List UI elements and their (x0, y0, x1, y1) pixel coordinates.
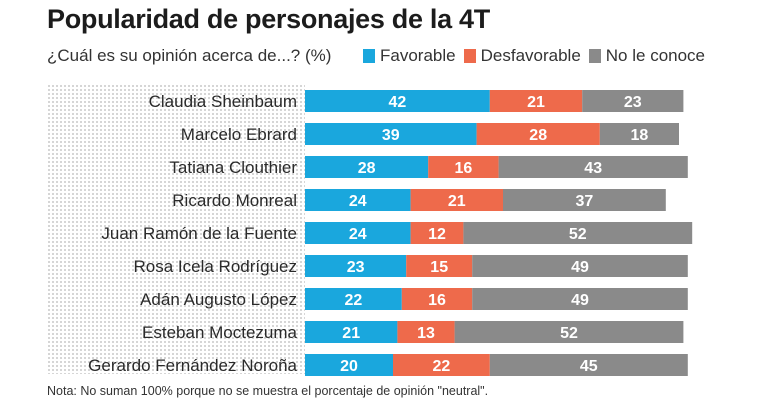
value-label-favorable-tatiana-clouthier: 28 (358, 160, 376, 177)
bar-no-le-conoce-marcelo-ebrard (599, 123, 679, 145)
value-label-desfavorable-marcelo-ebrard: 28 (529, 127, 547, 144)
stacked-bar-chart: Claudia Sheinbaum 42 21 23 Marcelo Ebrard 39 2… (88, 90, 693, 376)
bar-no-le-conoce-gerardo-fernandez-norona (489, 354, 688, 376)
legend-item-favorable: Favorable (363, 46, 456, 66)
value-label-no-le-conoce-esteban-moctezuma: 52 (560, 325, 578, 342)
category-label-juan-ramon-de-la-fuente: Juan Ramón de la Fuente (101, 224, 297, 243)
value-label-favorable-ricardo-monreal: 24 (349, 193, 367, 210)
value-label-favorable-rosa-icela-rodriguez: 23 (347, 259, 365, 276)
bar-no-le-conoce-rosa-icela-rodriguez (472, 255, 688, 277)
value-label-no-le-conoce-claudia-sheinbaum: 23 (624, 94, 642, 111)
bar-favorable-juan-ramon-de-la-fuente (305, 222, 411, 244)
bar-favorable-rosa-icela-rodriguez (305, 255, 407, 277)
value-label-favorable-gerardo-fernandez-norona: 20 (340, 358, 358, 375)
bar-no-le-conoce-tatiana-clouthier (498, 156, 688, 178)
value-label-desfavorable-ricardo-monreal: 21 (448, 193, 466, 210)
category-label-gerardo-fernandez-norona: Gerardo Fernández Noroña (88, 356, 297, 375)
category-label-ricardo-monreal: Ricardo Monreal (172, 191, 297, 210)
legend-swatch-no-le-conoce (588, 49, 601, 63)
legend-item-no-le-conoce: No le conoce (588, 46, 706, 66)
value-label-desfavorable-gerardo-fernandez-norona: 22 (433, 358, 451, 375)
category-label-adan-augusto-lopez: Adán Augusto López (140, 290, 297, 309)
bar-favorable-ricardo-monreal (305, 189, 411, 211)
bar-desfavorable-esteban-moctezuma (397, 321, 455, 343)
value-label-desfavorable-rosa-icela-rodriguez: 15 (430, 259, 448, 276)
value-label-desfavorable-adan-augusto-lopez: 16 (428, 292, 446, 309)
bar-no-le-conoce-esteban-moctezuma (454, 321, 684, 343)
bar-desfavorable-ricardo-monreal (410, 189, 503, 211)
value-label-no-le-conoce-rosa-icela-rodriguez: 49 (571, 259, 589, 276)
bar-favorable-tatiana-clouthier (305, 156, 429, 178)
chart-subtitle: ¿Cuál es su opinión acerca de...? (%) (47, 46, 332, 65)
value-label-no-le-conoce-marcelo-ebrard: 18 (631, 127, 649, 144)
legend-label-favorable: Favorable (380, 46, 456, 65)
bar-desfavorable-tatiana-clouthier (428, 156, 499, 178)
bar-desfavorable-claudia-sheinbaum (489, 90, 583, 112)
category-label-tatiana-clouthier: Tatiana Clouthier (169, 158, 297, 177)
bar-desfavorable-gerardo-fernandez-norona (393, 354, 490, 376)
value-label-desfavorable-esteban-moctezuma: 13 (417, 325, 435, 342)
chart-note: Nota: No suman 100% porque no se muestra… (47, 384, 489, 398)
legend-label-no-le-conoce: No le conoce (605, 46, 706, 65)
value-label-desfavorable-claudia-sheinbaum: 21 (527, 94, 545, 111)
legend-swatch-desfavorable (463, 49, 476, 63)
bar-desfavorable-juan-ramon-de-la-fuente (410, 222, 464, 244)
category-label-marcelo-ebrard: Marcelo Ebrard (181, 125, 297, 144)
bar-desfavorable-marcelo-ebrard (476, 123, 600, 145)
value-label-no-le-conoce-gerardo-fernandez-norona: 45 (580, 358, 598, 375)
chart-legend: Favorable Desfavorable No le conoce (363, 46, 713, 66)
category-label-esteban-moctezuma: Esteban Moctezuma (142, 323, 298, 342)
bar-desfavorable-adan-augusto-lopez (401, 288, 473, 310)
value-label-no-le-conoce-adan-augusto-lopez: 49 (571, 292, 589, 309)
value-label-desfavorable-juan-ramon-de-la-fuente: 12 (428, 226, 446, 243)
bar-favorable-esteban-moctezuma (305, 321, 398, 343)
value-label-no-le-conoce-juan-ramon-de-la-fuente: 52 (569, 226, 587, 243)
category-label-rosa-icela-rodriguez: Rosa Icela Rodríguez (134, 257, 297, 276)
bar-no-le-conoce-juan-ramon-de-la-fuente (463, 222, 693, 244)
value-label-no-le-conoce-ricardo-monreal: 37 (576, 193, 594, 210)
category-label-claudia-sheinbaum: Claudia Sheinbaum (149, 92, 297, 111)
bar-no-le-conoce-claudia-sheinbaum (582, 90, 684, 112)
bar-no-le-conoce-ricardo-monreal (503, 189, 666, 211)
value-label-favorable-juan-ramon-de-la-fuente: 24 (349, 226, 367, 243)
legend-label-desfavorable: Desfavorable (480, 46, 581, 65)
label-area-dot-pattern (47, 84, 305, 374)
chart-title: Popularidad de personajes de la 4T (47, 4, 490, 34)
legend-item-desfavorable: Desfavorable (463, 46, 581, 66)
bar-favorable-gerardo-fernandez-norona (305, 354, 393, 376)
bar-no-le-conoce-adan-augusto-lopez (472, 288, 688, 310)
bar-desfavorable-rosa-icela-rodriguez (406, 255, 473, 277)
value-label-favorable-esteban-moctezuma: 21 (342, 325, 360, 342)
value-label-favorable-adan-augusto-lopez: 22 (345, 292, 363, 309)
value-label-desfavorable-tatiana-clouthier: 16 (455, 160, 473, 177)
bar-favorable-marcelo-ebrard (305, 123, 477, 145)
value-label-favorable-claudia-sheinbaum: 42 (389, 94, 407, 111)
bar-favorable-adan-augusto-lopez (305, 288, 402, 310)
value-label-favorable-marcelo-ebrard: 39 (382, 127, 400, 144)
value-label-no-le-conoce-tatiana-clouthier: 43 (584, 160, 602, 177)
legend-swatch-favorable (363, 49, 375, 63)
bar-favorable-claudia-sheinbaum (305, 90, 490, 112)
